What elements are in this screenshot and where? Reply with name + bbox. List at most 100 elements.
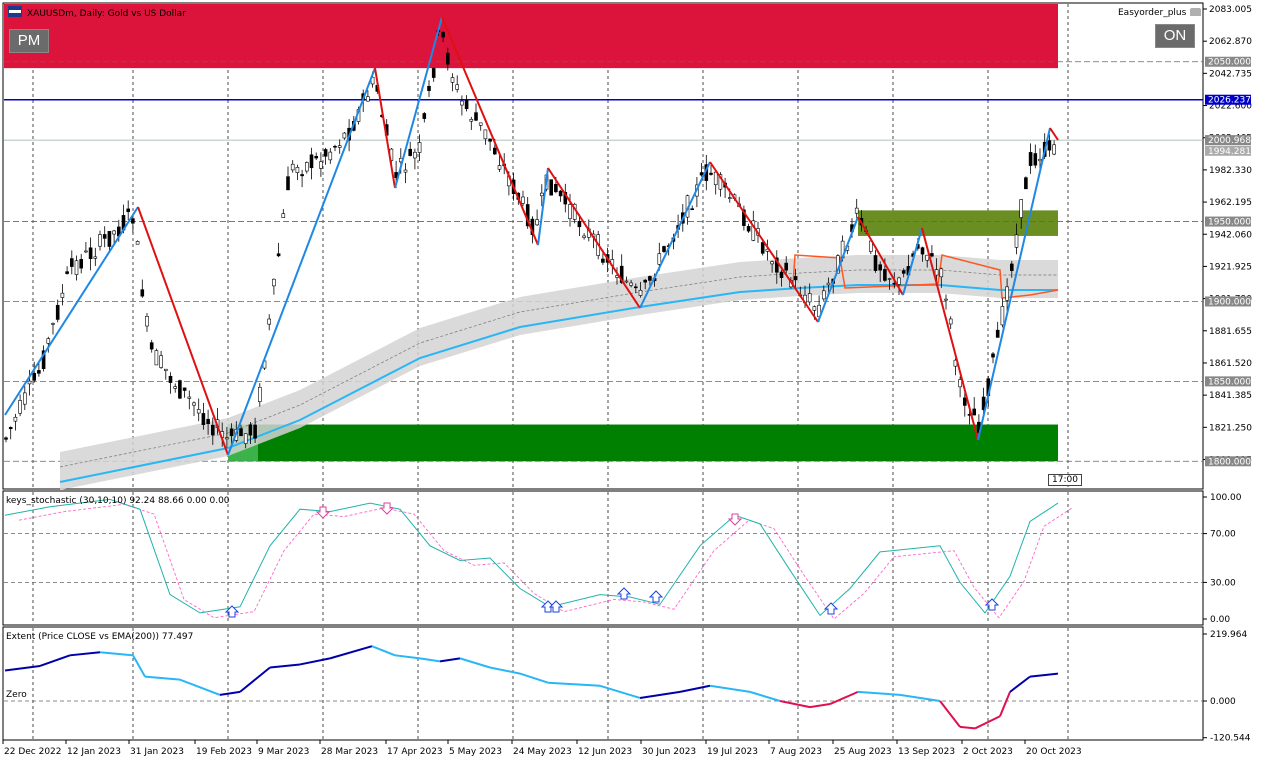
buy-arrow-icon bbox=[616, 587, 632, 600]
candle-body bbox=[178, 380, 182, 399]
candle-body bbox=[478, 122, 483, 126]
candle-body bbox=[46, 338, 51, 344]
candle-body bbox=[229, 428, 234, 437]
extent-segment bbox=[371, 645, 396, 657]
price-highlight-box bbox=[1205, 216, 1251, 227]
price-tick-label: 1982.330 bbox=[1209, 166, 1252, 176]
extent-axis-label: 0.000 bbox=[1210, 697, 1236, 707]
candle-body bbox=[568, 204, 572, 219]
stoch-axis-label: 100.00 bbox=[1210, 493, 1242, 503]
candle-body bbox=[474, 112, 478, 121]
time-tick-label: 24 May 2023 bbox=[513, 747, 572, 757]
candle-body bbox=[408, 148, 413, 156]
extent-segment bbox=[489, 666, 521, 675]
candle-body bbox=[84, 250, 88, 253]
candle-body bbox=[51, 323, 55, 325]
candle-body bbox=[793, 276, 798, 281]
candle-body bbox=[145, 316, 149, 327]
candle-body bbox=[74, 260, 79, 275]
buy-arrow-icon bbox=[648, 590, 664, 603]
pm-button[interactable]: PM bbox=[9, 29, 49, 53]
candle-body bbox=[774, 257, 779, 273]
buy-arrow-icon bbox=[224, 605, 240, 618]
sell-arrow-icon bbox=[379, 502, 395, 515]
candle-body bbox=[290, 163, 295, 171]
candle-body bbox=[32, 372, 37, 381]
candle-body bbox=[643, 279, 648, 283]
candle-body bbox=[37, 370, 41, 374]
candle-body bbox=[427, 85, 431, 91]
extent-segment bbox=[99, 651, 134, 657]
candle-body bbox=[930, 253, 934, 257]
price-highlight-box bbox=[1205, 135, 1251, 146]
candle-body bbox=[173, 386, 177, 389]
candle-body bbox=[342, 132, 347, 139]
extent-segment bbox=[239, 666, 271, 693]
candle-body bbox=[962, 397, 967, 406]
candle-body bbox=[253, 424, 257, 439]
zigzag-up-leg bbox=[639, 161, 711, 309]
candle-body bbox=[826, 282, 831, 286]
on-button[interactable]: ON bbox=[1155, 24, 1195, 48]
candle-body bbox=[286, 176, 290, 191]
candle-body bbox=[441, 32, 445, 38]
candle-body bbox=[718, 174, 723, 190]
candle-body bbox=[497, 165, 502, 170]
candle-body bbox=[854, 207, 859, 214]
price-highlight-box bbox=[1205, 145, 1251, 156]
price-tick-label: 2022.600 bbox=[1209, 102, 1252, 112]
price-highlight-label: 1800.000 bbox=[1208, 457, 1251, 467]
candle-body bbox=[539, 192, 544, 197]
candle-body bbox=[469, 119, 474, 122]
price-tick-label: 2062.870 bbox=[1209, 37, 1252, 47]
candle-body bbox=[464, 99, 469, 110]
candle-body bbox=[1052, 144, 1056, 155]
extent-segment bbox=[419, 657, 441, 663]
price-highlight-label: 1850.000 bbox=[1208, 377, 1251, 387]
bars-icon bbox=[8, 6, 22, 17]
zigzag-up-leg bbox=[4, 206, 139, 416]
candles bbox=[4, 28, 1056, 449]
candle-body bbox=[314, 156, 319, 159]
extent-segment bbox=[709, 684, 751, 693]
chart-title: XAUUSDm, Daily: Gold vs US Dollar bbox=[8, 6, 186, 19]
hat-icon bbox=[1190, 8, 1202, 16]
price-highlight-label: 1994.281 bbox=[1208, 147, 1251, 157]
candle-body bbox=[196, 409, 201, 414]
extent-segment bbox=[974, 715, 1001, 730]
price-tick-label: 1821.250 bbox=[1209, 423, 1252, 433]
extent-segment bbox=[749, 690, 781, 702]
candle-body bbox=[154, 350, 159, 366]
price-highlight-box bbox=[1205, 296, 1251, 307]
candle-body bbox=[1047, 140, 1052, 151]
candle-body bbox=[648, 276, 652, 281]
extent-segment bbox=[639, 690, 681, 699]
price-highlight-label: 1950.000 bbox=[1208, 218, 1251, 228]
zero-label: Zero bbox=[6, 690, 27, 700]
time-tick-label: 2 Oct 2023 bbox=[963, 747, 1013, 757]
candle-body bbox=[549, 179, 554, 196]
extent-segment bbox=[599, 684, 641, 699]
candle-body bbox=[243, 433, 248, 444]
candle-body bbox=[445, 52, 450, 65]
time-axis: 22 Dec 2022 12 Jan 2023 31 Jan 2023 19 Feb … bbox=[2, 740, 1082, 757]
candle-body bbox=[1009, 263, 1014, 271]
extent-segment bbox=[1029, 672, 1059, 678]
zigzag-down-leg bbox=[547, 167, 641, 309]
candle-body bbox=[149, 342, 154, 350]
candle-body bbox=[779, 271, 784, 278]
ea-name: Easyorder_plus bbox=[1118, 8, 1187, 18]
candle-body bbox=[1028, 152, 1033, 166]
zigzag-down-leg bbox=[709, 161, 819, 323]
candle-body bbox=[164, 368, 168, 371]
extent-segment bbox=[857, 690, 901, 696]
time-tick-label: 5 May 2023 bbox=[449, 747, 502, 757]
candle-body bbox=[492, 147, 497, 155]
price-axis: 2083.0052062.8702042.7352022.6002002.465… bbox=[1203, 5, 1252, 467]
candle-body bbox=[413, 151, 417, 159]
candle-body bbox=[422, 113, 427, 119]
candle-body bbox=[991, 353, 995, 358]
candle-body bbox=[699, 172, 704, 176]
candle-body bbox=[662, 246, 666, 252]
